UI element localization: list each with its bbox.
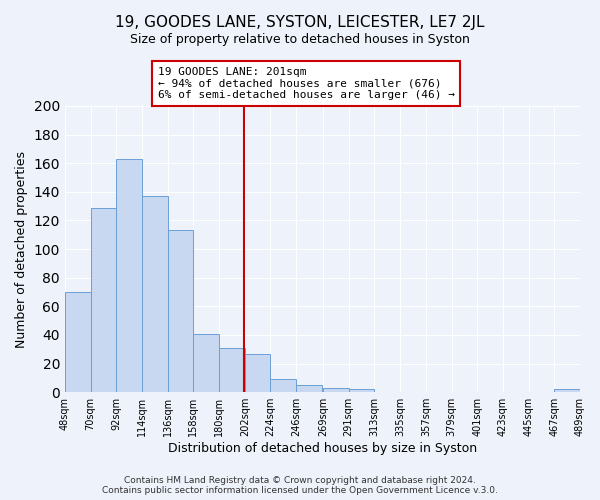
Text: Contains HM Land Registry data © Crown copyright and database right 2024.
Contai: Contains HM Land Registry data © Crown c… bbox=[102, 476, 498, 495]
Y-axis label: Number of detached properties: Number of detached properties bbox=[15, 150, 28, 348]
Bar bbox=[193, 334, 219, 392]
Bar bbox=[323, 388, 349, 392]
Bar bbox=[554, 390, 580, 392]
Bar bbox=[349, 390, 374, 392]
Text: 19 GOODES LANE: 201sqm
← 94% of detached houses are smaller (676)
6% of semi-det: 19 GOODES LANE: 201sqm ← 94% of detached… bbox=[158, 67, 455, 100]
Bar bbox=[296, 385, 322, 392]
Bar bbox=[167, 230, 193, 392]
Text: 19, GOODES LANE, SYSTON, LEICESTER, LE7 2JL: 19, GOODES LANE, SYSTON, LEICESTER, LE7 … bbox=[115, 15, 485, 30]
Bar bbox=[245, 354, 271, 392]
X-axis label: Distribution of detached houses by size in Syston: Distribution of detached houses by size … bbox=[168, 442, 477, 455]
Bar bbox=[116, 159, 142, 392]
Bar bbox=[65, 292, 91, 392]
Bar bbox=[142, 196, 167, 392]
Bar bbox=[91, 208, 116, 392]
Bar bbox=[219, 348, 245, 392]
Bar bbox=[271, 380, 296, 392]
Text: Size of property relative to detached houses in Syston: Size of property relative to detached ho… bbox=[130, 32, 470, 46]
